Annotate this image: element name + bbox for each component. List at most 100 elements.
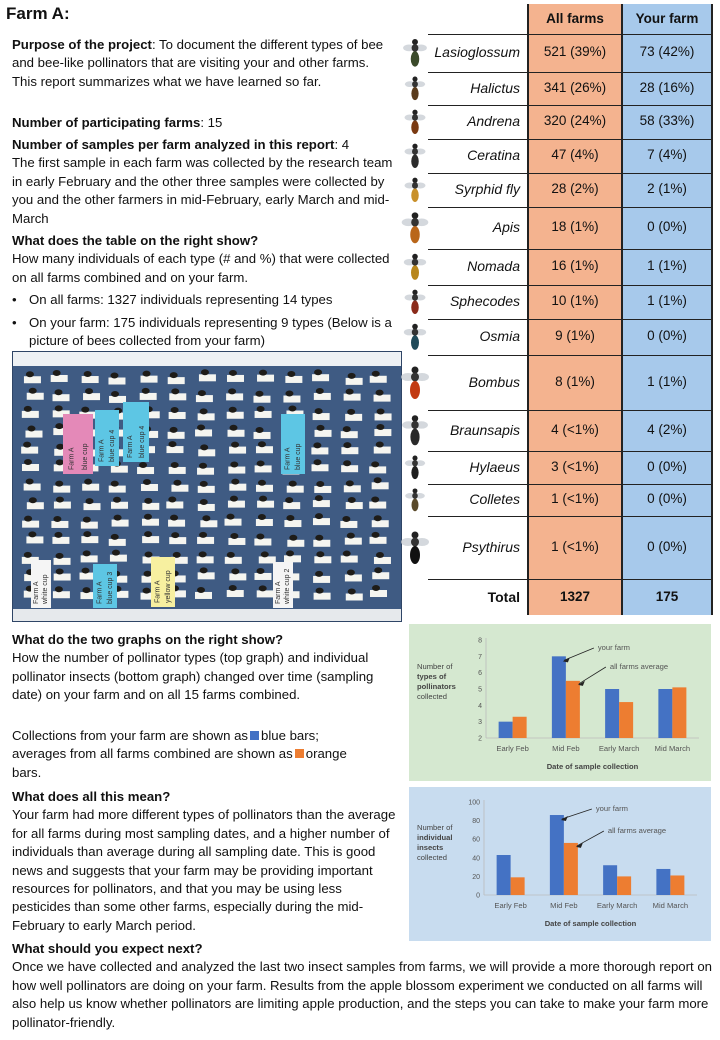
specimen-label	[253, 395, 271, 403]
specimen-label	[198, 374, 216, 382]
bee-abdomen-icon	[410, 381, 420, 399]
specimen-label	[140, 483, 158, 491]
pinned-bee-icon	[231, 478, 240, 485]
pinned-bee-icon	[199, 531, 208, 538]
graphs-question-heading: What do the two graphs on the right show…	[12, 632, 284, 647]
table-row: Ceratina 47 (4%) 7 (4%)	[400, 139, 712, 173]
pinned-bee-icon	[287, 370, 296, 377]
specimen-label	[371, 482, 389, 490]
cup-label-text: blue cup 4	[109, 430, 116, 462]
all-farms-value: 9 (1%)	[555, 328, 595, 343]
specimen-label	[312, 500, 330, 508]
specimen-label	[369, 536, 387, 544]
all-farms-value: 18 (1%)	[551, 219, 599, 234]
table-row: Hylaeus 3 (<1%) 0 (0%)	[400, 451, 712, 484]
specimen-label	[141, 430, 159, 438]
your-farm-value: 1 (1%)	[647, 293, 687, 308]
specimen-label	[141, 518, 159, 526]
next-section: What should you expect next? Once we hav…	[12, 940, 712, 1032]
pinned-bee-icon	[199, 498, 208, 505]
pinned-bee-icon	[83, 531, 92, 538]
bee-icon	[401, 212, 429, 244]
specimen-label	[312, 413, 330, 421]
bee-abdomen-icon	[410, 226, 420, 244]
table-row-total: Total 1327 175	[400, 579, 712, 615]
table-row: Halictus 341 (26%) 28 (16%)	[400, 72, 712, 105]
specimen-label	[81, 536, 99, 544]
row-divider	[428, 139, 712, 140]
species-name: Lasioglossum	[434, 44, 520, 60]
specimen-label	[21, 464, 39, 472]
pinned-bee-icon	[228, 388, 237, 395]
x-tick-label: Early March	[599, 744, 640, 753]
cup-label-text: white cup	[42, 574, 49, 605]
your-farm-value: 28 (16%)	[639, 80, 695, 95]
specimen-label	[53, 428, 71, 436]
pollinator-table: All farms Your farm Lasioglossum 521 (39%…	[400, 4, 713, 615]
specimen-label	[311, 464, 329, 472]
bee-abdomen-icon	[411, 498, 419, 512]
pinned-bee-icon	[226, 513, 235, 520]
pinned-bee-icon	[371, 370, 380, 377]
table-row: Osmia 9 (1%) 0 (0%)	[400, 319, 712, 355]
specimen-label	[110, 465, 128, 473]
your-farm-bar	[603, 865, 618, 895]
your-farm-value: 58 (33%)	[639, 113, 695, 128]
pinned-bee-icon	[316, 424, 325, 431]
specimen-label	[80, 521, 98, 529]
your-farm-value: 0 (0%)	[647, 219, 687, 234]
legend-text-c: averages from all farms combined are sho…	[12, 746, 293, 762]
table-row: Sphecodes 10 (1%) 1 (1%)	[400, 285, 712, 319]
bee-icon	[404, 109, 426, 134]
specimen-label	[167, 377, 185, 385]
pinned-bee-icon	[202, 515, 211, 522]
row-divider	[428, 451, 712, 452]
specimen-label	[79, 572, 97, 580]
pinned-bee-icon	[23, 551, 32, 558]
samples-value: : 4	[334, 137, 350, 152]
bee-abdomen-icon	[411, 300, 419, 314]
specimen-label	[226, 393, 244, 401]
types-chart-svg: Number of types of pollinators collected 2 3 4…	[417, 638, 699, 771]
specimen-label	[80, 555, 98, 563]
specimen-label	[109, 554, 127, 562]
specimen-label	[195, 591, 213, 599]
specimen-label	[171, 484, 189, 492]
cup-label-card: Farm A yellow cup	[151, 557, 175, 607]
specimen-label	[111, 501, 129, 509]
pinned-bee-icon	[256, 405, 265, 412]
cup-label-text: Farm A	[127, 435, 134, 458]
pinned-bee-icon	[231, 568, 240, 575]
pinned-bee-icon	[256, 567, 265, 574]
specimen-label	[373, 446, 391, 454]
specimen-label	[195, 429, 213, 437]
pinned-bee-icon	[347, 372, 356, 379]
specimen-label	[195, 395, 213, 403]
pinned-bee-icon	[142, 587, 151, 594]
pinned-bee-icon	[169, 426, 178, 433]
specimen-label	[369, 375, 387, 383]
specimen-label	[168, 590, 186, 598]
pinned-bee-icon	[54, 531, 63, 538]
pinned-bee-icon	[346, 532, 355, 539]
pinned-bee-icon	[257, 441, 266, 448]
specimen-label	[142, 502, 160, 510]
species-name: Sphecodes	[449, 293, 520, 309]
pinned-bee-icon	[199, 408, 208, 415]
bee-abdomen-icon	[410, 428, 420, 446]
pinned-bee-icon	[142, 370, 151, 377]
specimen-label	[226, 411, 244, 419]
pinned-bee-icon	[315, 570, 324, 577]
y-tick-label: 2	[478, 736, 482, 743]
graphs-question: What do the two graphs on the right show…	[12, 631, 397, 705]
pinned-bee-icon	[200, 369, 209, 376]
row-divider	[428, 319, 712, 320]
bee-icon	[404, 455, 426, 480]
y-tick-label: 0	[476, 893, 480, 900]
specimen-label	[228, 537, 246, 545]
specimen-label	[111, 519, 129, 527]
specimen-label	[254, 538, 272, 546]
pinned-bee-icon	[255, 426, 264, 433]
pinned-bee-icon	[226, 551, 235, 558]
pinned-bee-icon	[81, 406, 90, 413]
